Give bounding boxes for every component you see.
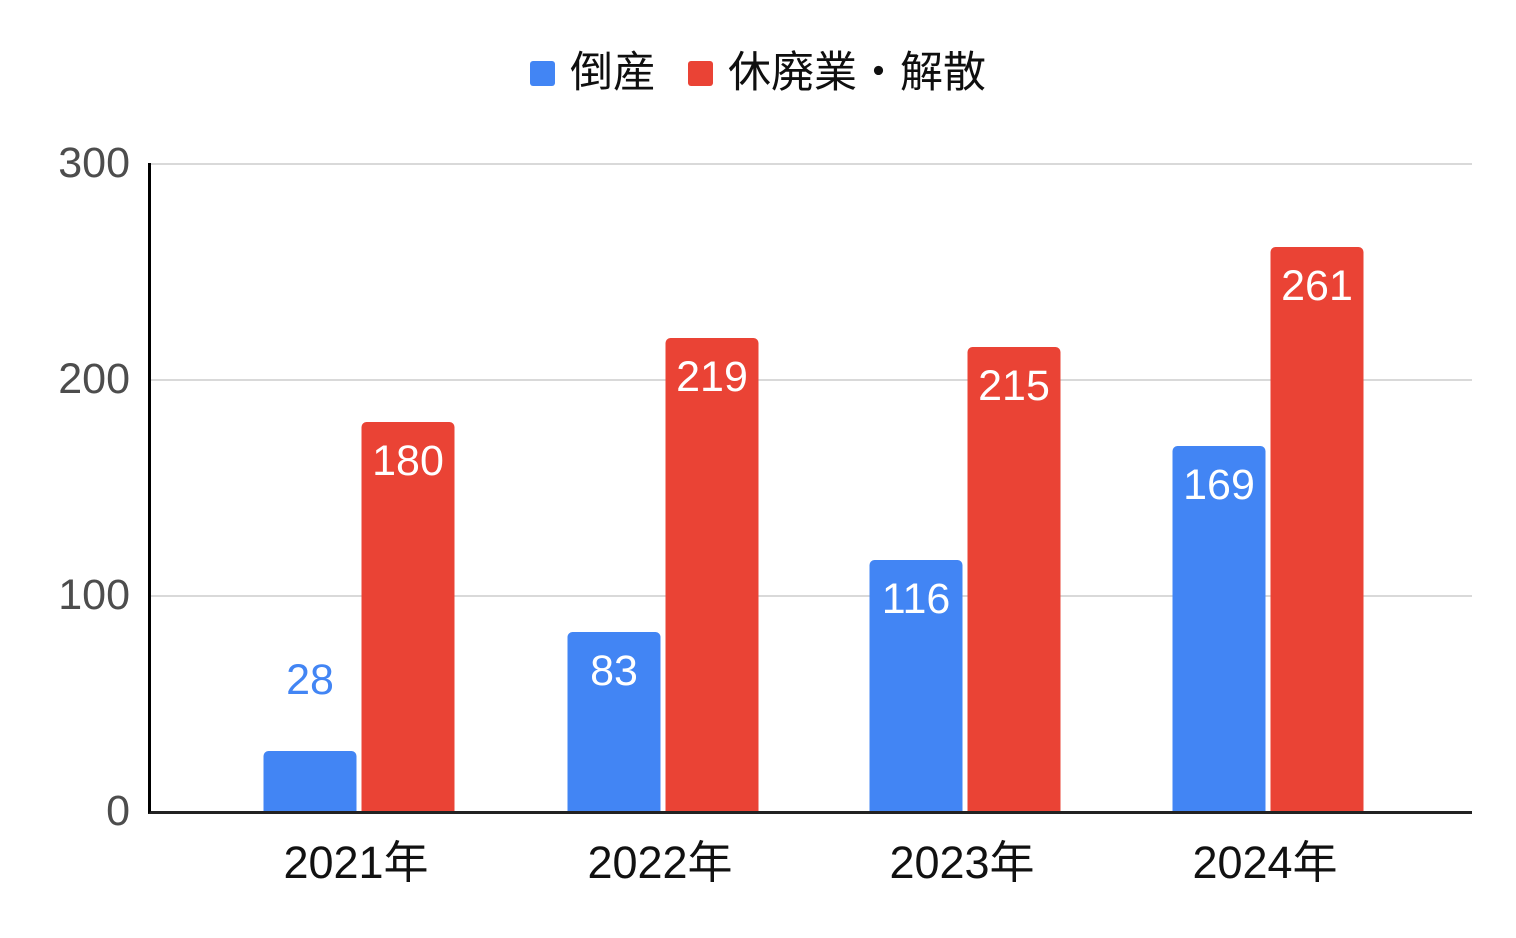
- x-axis-category-label: 2022年: [587, 837, 733, 888]
- bar-value-label: 169: [1183, 461, 1255, 509]
- y-axis-tick-label: 0: [106, 787, 130, 835]
- x-axis-labels: 2021年 2022年 2023年 2024年: [148, 836, 1469, 896]
- y-axis-tick-label: 300: [58, 139, 130, 187]
- bar-value-label: 180: [372, 437, 444, 485]
- legend-item: 休廃業・解散: [688, 48, 986, 98]
- plot-area: 28 180 83 219 116 215 169 261: [148, 163, 1472, 814]
- gridline: [151, 595, 1472, 597]
- y-axis-labels: 0 100 200 300: [0, 139, 130, 835]
- bar-group: 83 219: [567, 338, 759, 811]
- bar-group: 28 180: [263, 422, 455, 811]
- x-axis-category-label: 2021年: [283, 837, 429, 888]
- bar-value-label: 219: [676, 353, 748, 401]
- bar: 219: [665, 338, 759, 811]
- x-axis-category-label: 2023年: [889, 837, 1035, 888]
- gridline: [151, 379, 1472, 381]
- bar-value-label: 215: [978, 362, 1050, 410]
- gridline: [151, 163, 1472, 165]
- legend-series-label: 倒産: [570, 49, 656, 97]
- bar: 261: [1270, 247, 1364, 811]
- bar: 28: [263, 656, 357, 811]
- bar: 83: [567, 632, 661, 811]
- bar-value-label: 28: [286, 656, 334, 704]
- legend-series-label: 休廃業・解散: [728, 49, 986, 97]
- y-axis-tick-label: 200: [58, 355, 130, 403]
- bar-group: 169 261: [1172, 247, 1364, 811]
- bar: 180: [361, 422, 455, 811]
- bar: 116: [869, 560, 963, 811]
- bar-value-label: 83: [590, 647, 638, 695]
- legend-item: 倒産: [530, 48, 656, 98]
- legend-color-swatch-icon: [688, 60, 713, 86]
- bar-value-label: 261: [1281, 262, 1353, 310]
- bar: 215: [967, 347, 1061, 811]
- x-axis-category-label: 2024年: [1192, 837, 1338, 888]
- bar-group: 116 215: [869, 347, 1061, 811]
- bar: 169: [1172, 446, 1266, 811]
- bar-value-label: 116: [881, 575, 951, 623]
- chart-legend: 倒産 休廃業・解散: [0, 48, 1516, 98]
- y-axis-tick-label: 100: [58, 571, 130, 619]
- legend-color-swatch-icon: [530, 60, 555, 86]
